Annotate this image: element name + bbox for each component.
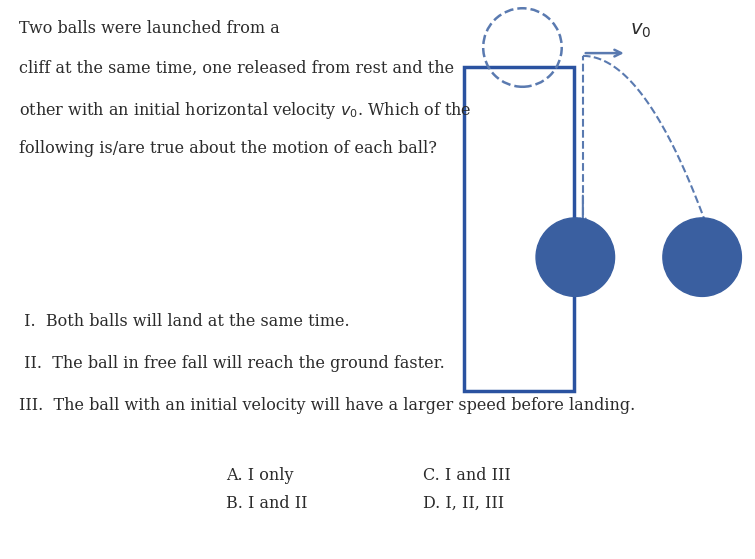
Text: cliff at the same time, one released from rest and the: cliff at the same time, one released fro… [19,60,454,77]
Bar [464,67,574,391]
Text: $v_0$: $v_0$ [630,22,652,40]
Text: III.  The ball with an initial velocity will have a larger speed before landing.: III. The ball with an initial velocity w… [19,397,635,414]
Text: following is/are true about the motion of each ball?: following is/are true about the motion o… [19,140,436,157]
Text: Two balls were launched from a: Two balls were launched from a [19,20,279,36]
Text: A. I only: A. I only [226,467,294,484]
Text: II.  The ball in free fall will reach the ground faster.: II. The ball in free fall will reach the… [19,355,445,372]
Text: C. I and III: C. I and III [423,467,510,484]
Text: I.  Both balls will land at the same time.: I. Both balls will land at the same time… [19,313,350,330]
Ellipse shape [536,218,615,296]
Text: B. I and II: B. I and II [226,495,308,511]
Text: D. I, II, III: D. I, II, III [423,495,504,511]
Text: other with an initial horizontal velocity $v_0$. Which of the: other with an initial horizontal velocit… [19,100,471,121]
Ellipse shape [663,218,741,296]
